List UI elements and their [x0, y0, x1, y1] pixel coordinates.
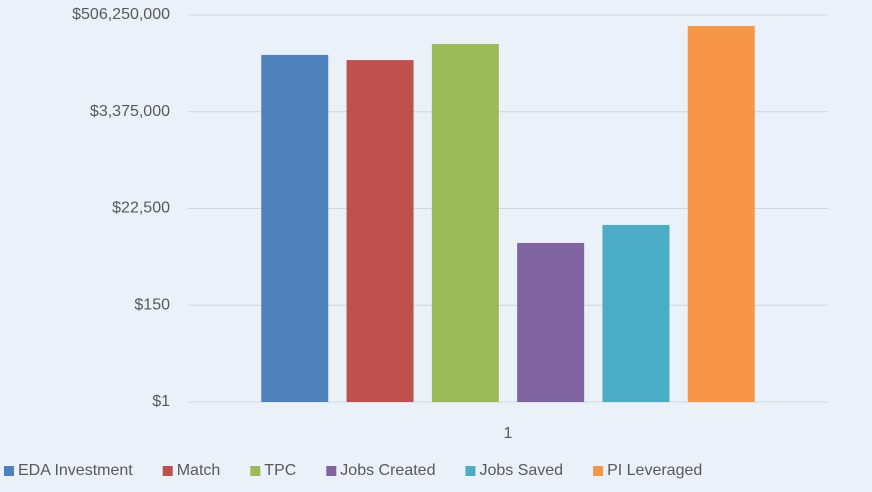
legend-label: PI Leveraged — [607, 462, 702, 479]
legend-swatch — [4, 466, 14, 476]
x-tick-label: 1 — [504, 425, 513, 442]
y-tick-label: $3,375,000 — [90, 103, 170, 120]
y-tick-label: $22,500 — [112, 200, 170, 217]
legend-label: Match — [177, 462, 221, 479]
legend-label: Jobs Saved — [479, 462, 563, 479]
legend-swatch — [465, 466, 476, 476]
bar — [602, 224, 670, 402]
legend-label: EDA Investment — [18, 462, 133, 479]
legend-swatch — [162, 466, 173, 476]
legend-swatch — [593, 466, 604, 476]
legend-label: Jobs Created — [340, 462, 435, 479]
legend-label: TPC — [264, 462, 296, 479]
bar — [517, 242, 585, 402]
bar — [346, 60, 414, 403]
bar — [431, 43, 499, 403]
legend-swatch — [250, 466, 261, 476]
y-tick-label: $506,250,000 — [72, 6, 170, 23]
y-tick-label: $150 — [134, 296, 170, 313]
y-tick-label: $1 — [152, 393, 170, 410]
bar — [261, 54, 329, 402]
legend-swatch — [326, 466, 337, 476]
bar — [687, 25, 755, 403]
